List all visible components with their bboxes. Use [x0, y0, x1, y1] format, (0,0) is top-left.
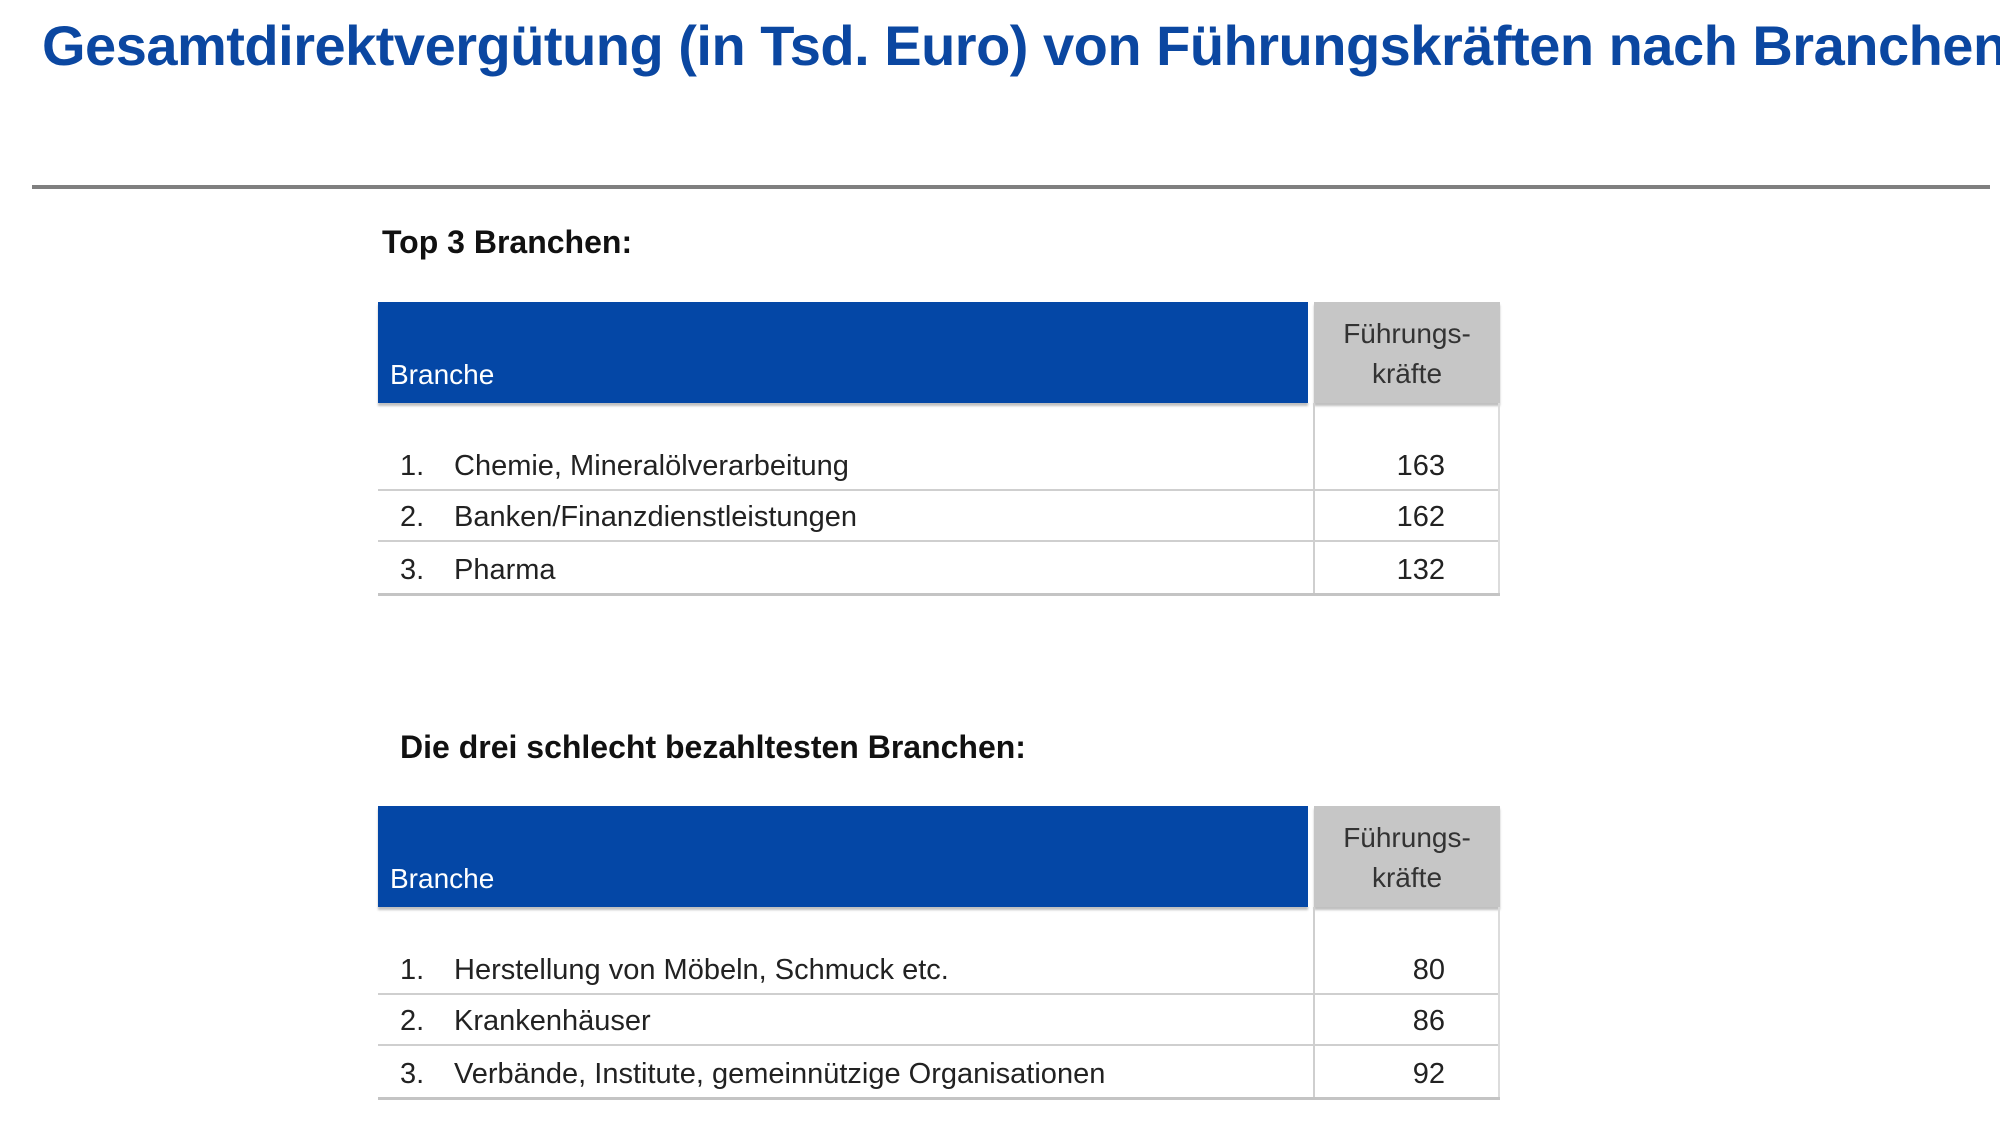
row-branche: Verbände, Institute, gemeinnützige Organ… — [454, 1058, 1106, 1090]
table-row: 3. Pharma 132 — [378, 542, 1500, 593]
row-rank: 1. — [400, 954, 425, 986]
bottom-branches-table: Branche Führungs- kräfte 1. Herstellung … — [378, 806, 1500, 1100]
row-rank: 3. — [400, 554, 425, 586]
row-value: 163 — [1396, 450, 1445, 482]
table-row: 2. Krankenhäuser 86 — [378, 995, 1500, 1046]
column-header-branche: Branche — [378, 302, 1308, 403]
section-heading-top: Top 3 Branchen: — [382, 224, 633, 260]
top-branches-table: Branche Führungs- kräfte 1. Chemie, Mine… — [378, 302, 1500, 596]
column-header-fuehrungskraefte: Führungs- kräfte — [1314, 302, 1500, 403]
row-rank: 2. — [400, 1005, 425, 1037]
row-branche: Herstellung von Möbeln, Schmuck etc. — [454, 954, 949, 986]
title-divider — [32, 185, 1990, 189]
row-branche: Krankenhäuser — [454, 1005, 651, 1037]
row-branche: Pharma — [454, 554, 556, 586]
column-header-fuehrungskraefte: Führungs- kräfte — [1314, 806, 1500, 907]
row-rank: 1. — [400, 450, 425, 482]
row-rank: 2. — [400, 501, 425, 533]
table-row: 1. Herstellung von Möbeln, Schmuck etc. … — [378, 907, 1500, 995]
column-header-branche: Branche — [378, 806, 1308, 907]
table-row: 1. Chemie, Mineralölverarbeitung 163 — [378, 403, 1500, 491]
row-value: 80 — [1412, 954, 1445, 986]
row-value: 132 — [1396, 554, 1445, 586]
table-header: Branche Führungs- kräfte — [378, 806, 1500, 907]
page-title: Gesamtdirektvergütung (in Tsd. Euro) von… — [42, 14, 2000, 77]
table-body: 1. Chemie, Mineralölverarbeitung 163 2. … — [378, 403, 1500, 596]
row-branche: Chemie, Mineralölverarbeitung — [454, 450, 849, 482]
table-header: Branche Führungs- kräfte — [378, 302, 1500, 403]
table-body: 1. Herstellung von Möbeln, Schmuck etc. … — [378, 907, 1500, 1100]
row-value: 162 — [1396, 501, 1445, 533]
section-heading-bottom: Die drei schlecht bezahltesten Branchen: — [400, 729, 1026, 765]
row-rank: 3. — [400, 1058, 425, 1090]
table-row: 3. Verbände, Institute, gemeinnützige Or… — [378, 1046, 1500, 1097]
row-value: 92 — [1412, 1058, 1445, 1090]
table-row: 2. Banken/Finanzdienstleistungen 162 — [378, 491, 1500, 542]
row-branche: Banken/Finanzdienstleistungen — [454, 501, 858, 533]
row-value: 86 — [1412, 1005, 1445, 1037]
